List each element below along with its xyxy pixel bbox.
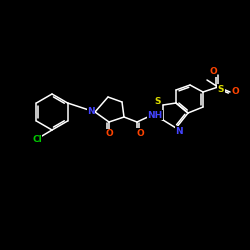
Text: O: O — [105, 130, 113, 138]
Text: S: S — [218, 84, 224, 94]
Text: N: N — [175, 126, 183, 136]
Text: S: S — [155, 96, 161, 106]
Text: O: O — [231, 86, 239, 96]
Text: NH: NH — [148, 110, 162, 120]
Text: O: O — [209, 68, 217, 76]
Text: O: O — [136, 128, 144, 138]
Text: Cl: Cl — [32, 134, 42, 143]
Text: N: N — [87, 106, 95, 116]
